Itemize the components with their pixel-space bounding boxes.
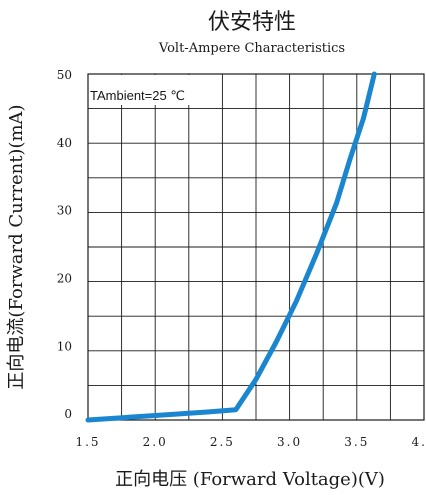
y-tick-label: 0 <box>64 407 72 421</box>
plot-frame <box>87 73 425 421</box>
x-axis-label: 正向电压 (Forward Voltage)(V) <box>115 469 385 490</box>
y-tick-label: 40 <box>57 136 72 150</box>
y-tick-label: 30 <box>57 204 72 218</box>
y-tick-label: 10 <box>57 339 72 353</box>
y-tick-label: 20 <box>57 272 72 286</box>
x-tick-label: 2.0 <box>143 435 168 449</box>
x-tick-label: 4.0 <box>411 435 426 449</box>
x-tick-label: 3.5 <box>344 435 369 449</box>
y-tick-label: 50 <box>57 68 72 82</box>
ambient-annotation: TAmbient=25 ℃ <box>90 88 185 103</box>
chart-subtitle: Volt-Ampere Characteristics <box>158 41 345 56</box>
series-line <box>85 71 377 423</box>
x-tick-label: 1.5 <box>75 435 100 449</box>
y-axis-label: 正向电流(Forward Current)(mA) <box>6 104 27 389</box>
x-tick-labels: 1.5 2.0 2.5 3.0 3.5 4.0 <box>75 435 426 449</box>
chart-title: 伏安特性 <box>208 10 296 35</box>
x-tick-label: 2.5 <box>210 435 235 449</box>
x-tick-label: 3.0 <box>277 435 302 449</box>
annotation-box <box>89 75 193 105</box>
y-tick-labels: 0 10 20 30 40 50 <box>57 68 72 421</box>
plot-grid <box>88 74 424 420</box>
